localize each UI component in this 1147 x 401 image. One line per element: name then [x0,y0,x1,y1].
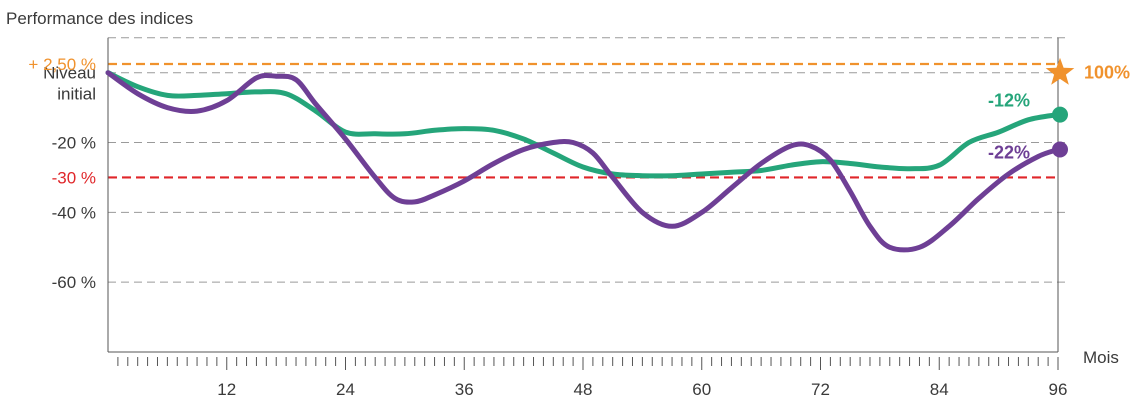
grid-layer [108,37,1070,283]
x-tick-label: 24 [336,380,355,399]
x-tick-label: 60 [692,380,711,399]
series-end-label: -12% [988,91,1030,111]
series-line [105,70,1061,253]
chart-title: Performance des indices [6,9,193,28]
y-tick-label: -60 % [52,273,96,292]
x-tick-label: 36 [455,380,474,399]
x-tick-label: 48 [574,380,593,399]
series-line [105,70,1061,179]
x-tick-label: 72 [811,380,830,399]
y-tick-label: initial [57,85,96,104]
threshold-label: -30 % [52,168,96,187]
x-tick-label: 84 [930,380,949,399]
threshold-label: + 2,50 % [28,55,96,74]
axes-layer: 12 24 36 48 60 72 84 96 Niveau initial -20 % -40 % -… [28,37,1068,399]
annotation-label: 100% [1084,63,1130,83]
labels-layer: -12% -22% 100% [988,57,1130,163]
series-end-label: -22% [988,143,1030,163]
x-axis-label: Mois [1083,348,1119,367]
series-end-point [1052,106,1068,123]
y-tick-label: Niveau [43,64,96,83]
y-tick-label: -20 % [52,134,96,153]
series-layer [105,70,1068,253]
x-tick-label: 12 [217,380,236,399]
x-tick-label: 96 [1049,380,1068,399]
series-end-point [1052,141,1068,158]
y-tick-label: -40 % [52,203,96,222]
star-icon [1045,57,1075,85]
